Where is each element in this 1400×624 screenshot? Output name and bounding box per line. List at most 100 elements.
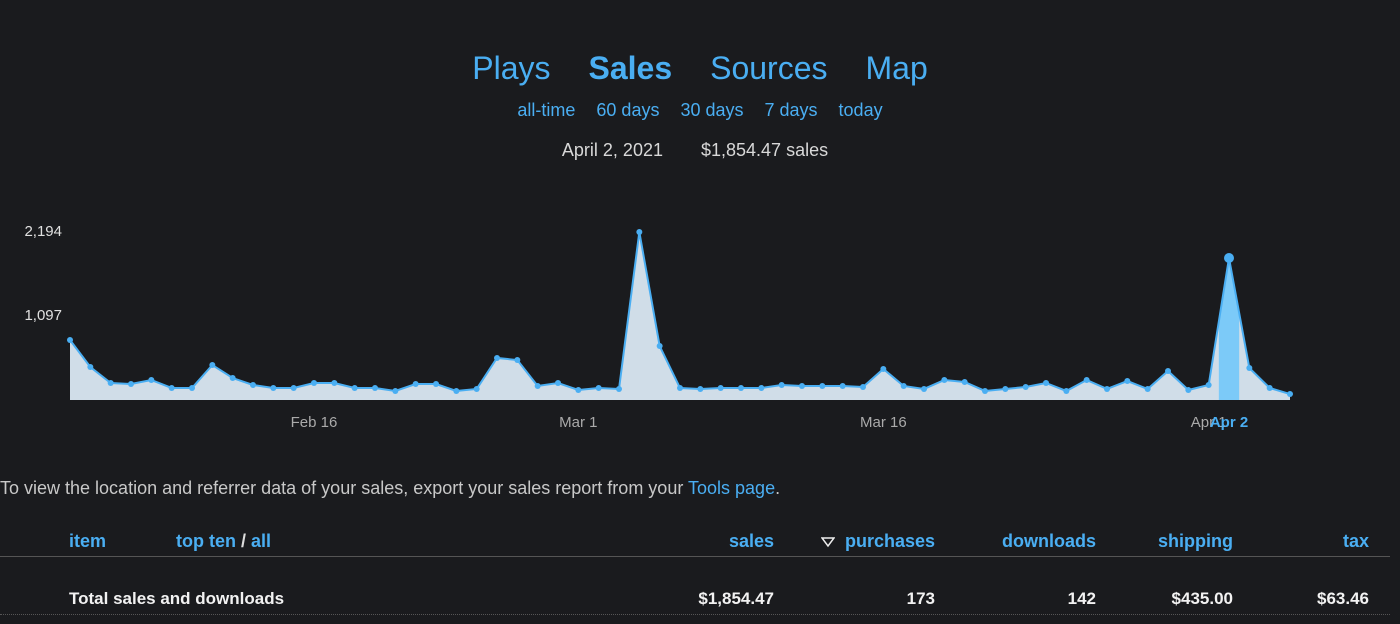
point: [87, 363, 94, 370]
point: [555, 380, 561, 387]
tools-link[interactable]: Tools page: [688, 478, 776, 498]
point: [331, 380, 338, 387]
tab[interactable]: Plays: [472, 50, 551, 86]
point: [514, 357, 521, 364]
x-tick-label: Mar 1: [559, 414, 597, 431]
point: [433, 380, 439, 387]
x-tick-label: Feb 16: [291, 414, 338, 431]
column-header[interactable]: tax: [1342, 531, 1369, 551]
point: [819, 382, 826, 389]
point: [209, 362, 216, 369]
point: [1185, 386, 1192, 393]
x-tick-label: Apr 1: [1191, 414, 1227, 431]
point: [1124, 378, 1131, 385]
point: [616, 385, 622, 392]
point: [67, 336, 73, 343]
all[interactable]: all: [251, 531, 272, 551]
column-header[interactable]: downloads: [1002, 531, 1096, 551]
point: [575, 386, 582, 393]
point: [961, 379, 968, 386]
range[interactable]: all-time: [517, 100, 576, 120]
range[interactable]: 7 days: [764, 100, 818, 120]
point: [494, 354, 500, 361]
column-header[interactable]: sales: [728, 531, 774, 551]
row-label: Total sales and downloads: [69, 589, 285, 608]
point: [880, 365, 887, 372]
y-tick-label: 1,097: [24, 307, 62, 324]
point: [453, 387, 460, 394]
point: [1287, 391, 1293, 398]
point: [921, 385, 927, 392]
tab[interactable]: Sources: [710, 50, 828, 86]
point: [1205, 381, 1212, 388]
point: [270, 384, 277, 391]
cell: $63.46: [1317, 589, 1369, 608]
point: [595, 384, 602, 391]
top-ten[interactable]: top ten: [176, 531, 236, 551]
point: [1165, 367, 1171, 374]
point: [1002, 385, 1009, 392]
cell: $435.00: [1171, 589, 1233, 608]
tabs: Plays Sales Sources Map: [0, 50, 1400, 87]
x-tick-label: Mar 16: [860, 414, 907, 431]
point: [799, 382, 805, 389]
note-text: To view the location and referrer data o…: [0, 478, 684, 498]
point: [941, 377, 948, 384]
point: [1104, 385, 1110, 392]
point: [107, 380, 114, 387]
note: To view the location and referrer data o…: [0, 478, 780, 499]
row-rule: [0, 614, 1390, 615]
header-rule: [0, 556, 1390, 557]
point: [392, 387, 399, 394]
range[interactable]: 30 days: [680, 100, 744, 120]
area: [70, 232, 1290, 400]
point: [1083, 377, 1090, 384]
summary: April 2, 2021 $1,854.47 sales: [0, 140, 1390, 161]
column-header[interactable]: purchases: [844, 531, 935, 551]
point: [677, 384, 683, 391]
tab[interactable]: Map: [865, 50, 928, 86]
column-header[interactable]: shipping: [1158, 531, 1233, 551]
highlight: [1218, 257, 1240, 400]
point: [250, 381, 256, 388]
point: [1022, 383, 1029, 390]
point: [128, 380, 134, 387]
point: [839, 382, 846, 389]
point: [860, 383, 866, 390]
point: [738, 384, 744, 391]
point: [534, 382, 541, 389]
point: [290, 384, 297, 391]
point: [351, 384, 358, 391]
range[interactable]: 60 days: [596, 100, 660, 120]
line: [69, 231, 1291, 395]
point: [189, 384, 195, 391]
cell: $1,854.47: [698, 589, 774, 608]
ranges: all-time 60 days 30 days 7 days today: [0, 100, 1400, 121]
range[interactable]: today: [838, 100, 883, 120]
point: [636, 229, 643, 235]
point: [1144, 385, 1151, 392]
summary-date: April 2, 2021: [561, 140, 663, 160]
point: [656, 343, 663, 350]
cell: 142: [1067, 589, 1096, 608]
x-tick-label: Apr 2: [1210, 414, 1248, 431]
point: [372, 384, 378, 391]
point: [900, 382, 907, 389]
separator: /: [241, 531, 247, 551]
note-end: .: [775, 478, 781, 498]
point: [311, 380, 317, 387]
point: [982, 387, 988, 394]
summary-sales: $1,854.47 sales: [700, 140, 829, 160]
cell: 173: [906, 589, 935, 608]
point: [168, 384, 175, 391]
point: [1266, 384, 1273, 391]
tab[interactable]: Sales: [588, 50, 673, 86]
point: [697, 385, 704, 392]
point: [229, 375, 236, 382]
point: [473, 385, 480, 392]
point: [1246, 364, 1253, 371]
point: [148, 377, 155, 384]
item-header[interactable]: item: [69, 531, 107, 551]
